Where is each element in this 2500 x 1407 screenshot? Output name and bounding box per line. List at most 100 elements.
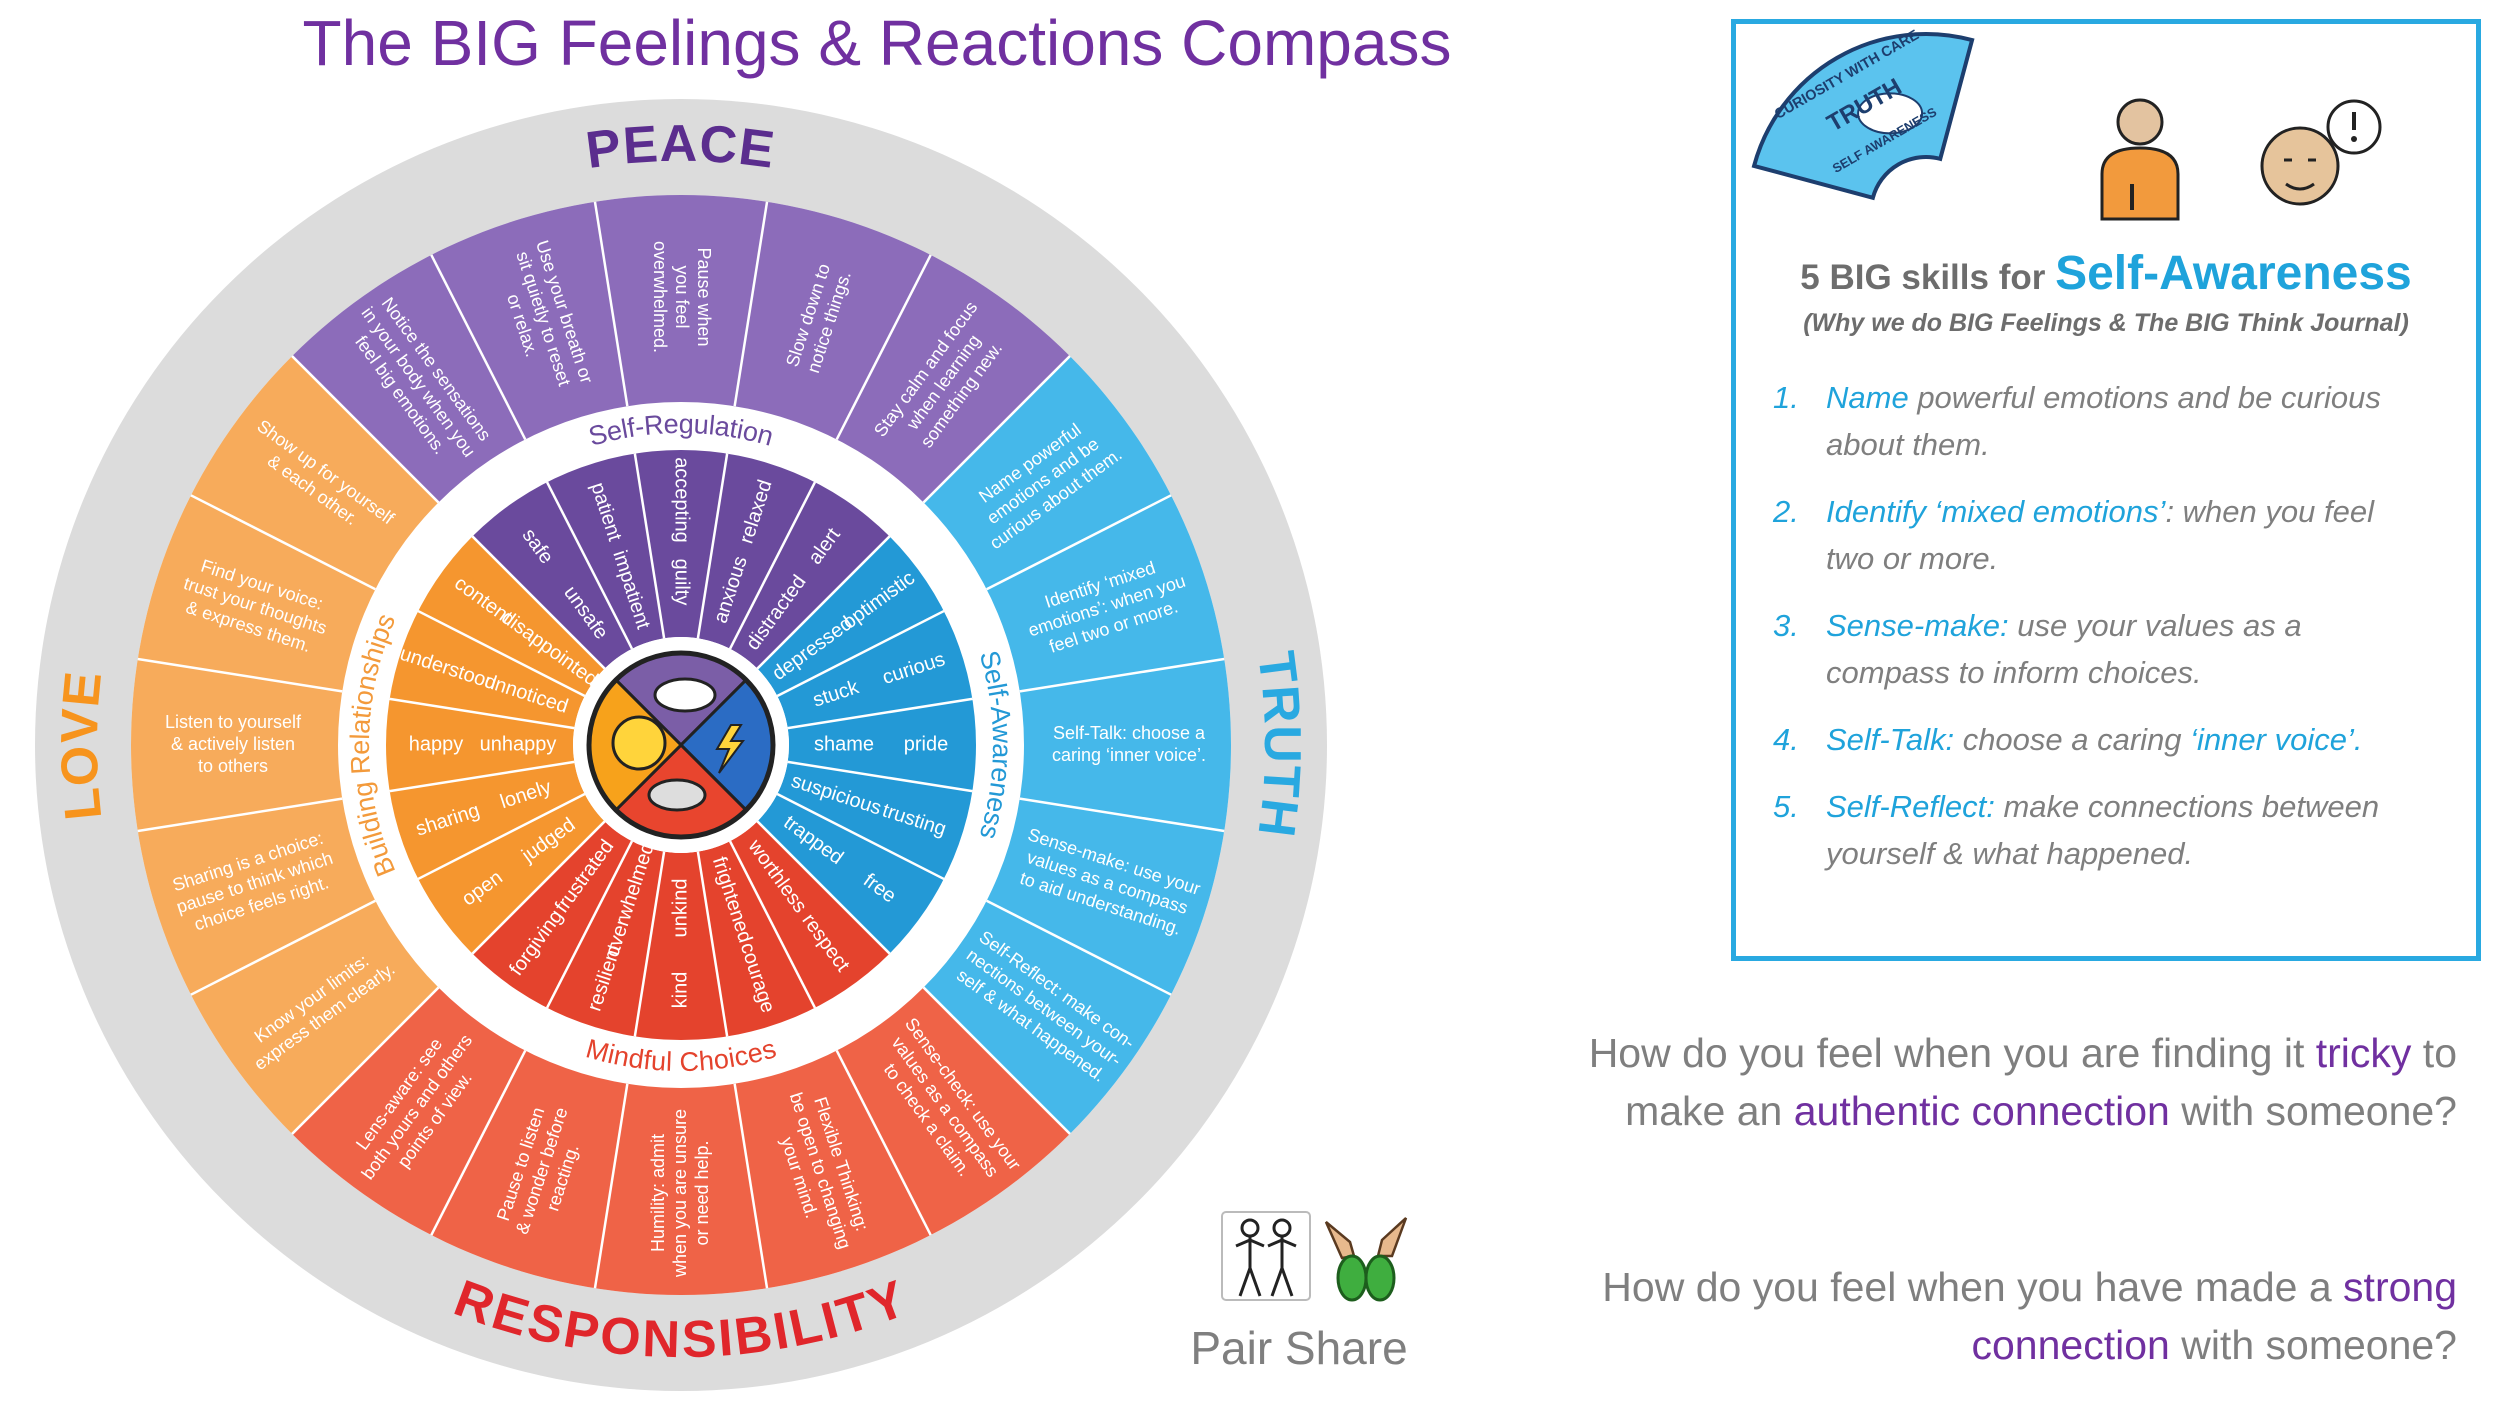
- question-segment: with someone?: [2169, 1322, 2457, 1368]
- feeling-word: unhappy: [480, 733, 557, 755]
- skill-number: 1.: [1773, 380, 1799, 415]
- skill-segment: Self-Reflect:: [1826, 789, 1995, 824]
- sector-divider: [835, 1050, 932, 1236]
- feeling-word: unkind: [669, 879, 691, 938]
- skill-text: Self-Reflect: make connections between y…: [1826, 783, 2426, 877]
- skill-number: 4.: [1773, 722, 1799, 757]
- direction-word-path: PEACE: [583, 115, 778, 180]
- question-segment: How do you feel when you have made a: [1602, 1264, 2344, 1310]
- pair-share-label: Pair Share: [1190, 1322, 1407, 1374]
- question-segment: How do you feel when you are finding it: [1588, 1030, 2316, 1076]
- sector-divider: [430, 254, 527, 440]
- people-icon: [1221, 1211, 1311, 1301]
- sector-divider: [291, 355, 440, 504]
- sector-divider: [986, 494, 1172, 591]
- direction-word: PEACE: [583, 115, 780, 180]
- skill-sector: [131, 356, 439, 1134]
- question-segment: authentic connection: [1793, 1088, 2170, 1134]
- sector-divider: [728, 840, 817, 1009]
- skill-text: Listen to yourself & actively listen to ot…: [165, 712, 302, 776]
- center-cloud: [653, 677, 717, 713]
- sector-divider: [545, 840, 634, 1009]
- sector-divider: [471, 820, 606, 955]
- feeling-sector: [386, 536, 605, 954]
- feeling-sector: [757, 536, 976, 954]
- panel-subheading: (Why we do BIG Feelings & The BIG Think …: [1803, 309, 2409, 337]
- question-segment: strong connection: [1971, 1264, 2458, 1368]
- skill-segment: ‘inner voice’.: [2190, 722, 2363, 757]
- skill-text: Flexible Thinking:be open to changingyou…: [765, 1083, 876, 1258]
- face-features: [2284, 158, 2316, 191]
- skill-text: Identify ‘mixed emotions’: when you feel…: [1826, 488, 2426, 582]
- skill-segment: use your values as a compass to inform c…: [1826, 608, 2302, 690]
- feeling-sector: [472, 450, 890, 669]
- sector-divider: [756, 820, 891, 955]
- skill-line: overwhelmed.: [650, 241, 670, 353]
- skill-line: when you are unsure: [670, 1109, 690, 1278]
- skill-text: Self-Talk: choose a caring ‘inner voice’…: [1826, 716, 2426, 763]
- skill-number: 3.: [1773, 608, 1799, 643]
- skill-line: Humility: admit: [648, 1134, 668, 1252]
- sector-divider: [787, 760, 973, 793]
- skill-segment: powerful emotions and be curious about t…: [1826, 380, 2381, 462]
- sector-divider: [593, 201, 629, 407]
- skill-sector: [292, 987, 1070, 1295]
- panel-heading: 5 BIG skills for Self-Awareness: [1736, 246, 2476, 301]
- sector-divider: [545, 481, 634, 650]
- skill-line: caring ‘inner voice’.: [1052, 745, 1206, 765]
- feeling-word: pride: [904, 733, 948, 755]
- sector-divider: [417, 792, 586, 881]
- question-segment: tricky: [2315, 1030, 2412, 1076]
- sector-divider: [137, 797, 343, 833]
- skill-segment: Name: [1826, 380, 1909, 415]
- skill-text: Humility: admit when you are unsure or nee…: [648, 1109, 712, 1278]
- sector-divider: [471, 535, 606, 670]
- sector-divider: [696, 851, 729, 1037]
- sector-divider: [728, 481, 817, 650]
- skill-line: Self-Talk: choose a: [1053, 723, 1206, 743]
- sector-divider: [633, 851, 666, 1037]
- sector-divider: [733, 1083, 769, 1289]
- skills-list: 1. Name powerful emotions and be curious …: [1773, 374, 2453, 897]
- sector-divider: [776, 792, 945, 881]
- skill-item: 3. Sense-make: use your values as a compa…: [1773, 602, 2453, 696]
- sector-divider: [137, 657, 343, 693]
- sector-divider: [756, 535, 891, 670]
- sector-divider: [922, 355, 1071, 504]
- sector-divider: [986, 899, 1172, 996]
- skills-panel: CURIOSITY WITH CARE TRUTH SELF AWARENESS 5…: [1731, 19, 2481, 961]
- sector-divider: [696, 453, 729, 639]
- feeling-word: accepting: [671, 457, 693, 543]
- skill-segment: Self-Talk:: [1826, 722, 1955, 757]
- skill-line: or need help.: [692, 1140, 712, 1245]
- sector-divider: [733, 201, 769, 407]
- skill-text: Self-Talk: choose a caring ‘inner voice’.: [1052, 723, 1206, 765]
- compass-wheel: Notice the sensationsin your body when y…: [35, 99, 1327, 1391]
- skill-sector: [923, 356, 1231, 1134]
- sector-divider: [417, 609, 586, 698]
- feeling-word: guilty: [671, 559, 693, 606]
- heading-accent: Self-Awareness: [2055, 247, 2412, 300]
- skill-line: Listen to yourself: [165, 712, 302, 732]
- sector-divider: [389, 760, 575, 793]
- skill-item: 4. Self-Talk: choose a caring ‘inner voic…: [1773, 716, 2453, 763]
- skill-segment: choose a caring: [1954, 722, 2191, 757]
- question-segment: to make an: [1625, 1030, 2457, 1134]
- feeling-sector: [472, 821, 890, 1040]
- feeling-word: kind: [669, 972, 691, 1009]
- skill-line: Pause when: [694, 247, 714, 346]
- center-sun: [611, 715, 667, 771]
- badge-cloud: [1857, 92, 1924, 135]
- sector-divider: [430, 1050, 527, 1236]
- person-head: [2116, 98, 2164, 146]
- direction-word: TRUTH: [1246, 648, 1311, 842]
- center-bolt: [715, 724, 745, 774]
- question: How do you feel when you are finding it …: [1497, 1024, 2457, 1140]
- skill-number: 5.: [1773, 789, 1799, 824]
- center-outline: [586, 650, 776, 840]
- person-body: [2100, 146, 2180, 221]
- heading-text: 5 BIG skills for: [1800, 258, 2046, 297]
- pair-share-icon: [1221, 1211, 1408, 1302]
